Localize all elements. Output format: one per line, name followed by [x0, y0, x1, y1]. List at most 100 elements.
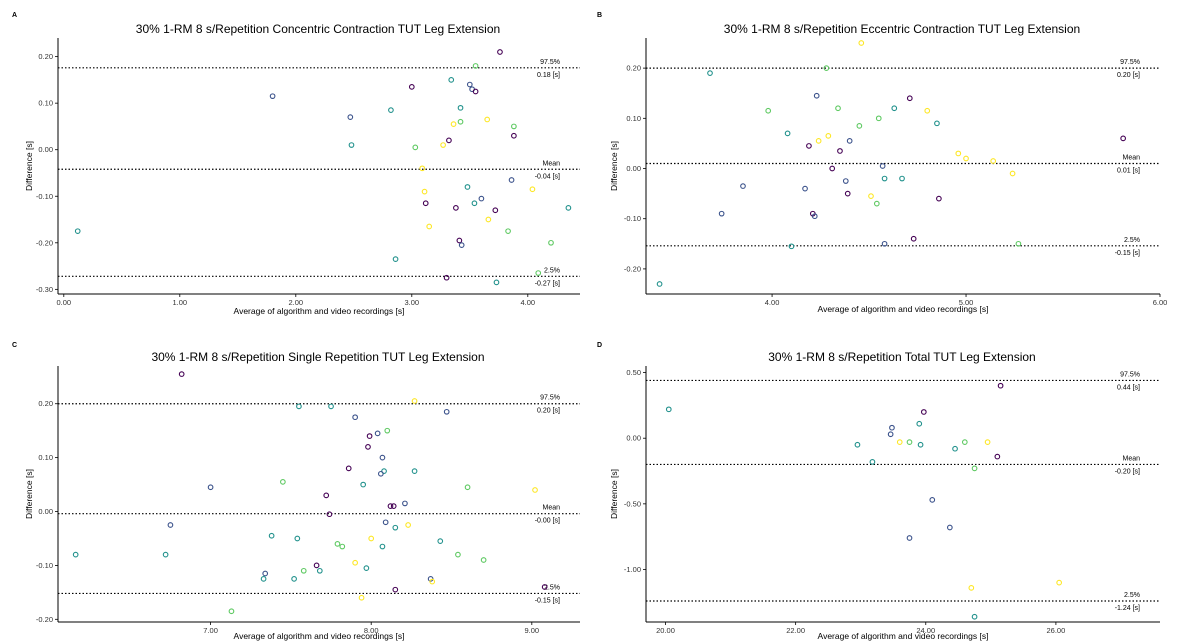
data-point: [450, 121, 457, 127]
data-point: [268, 532, 275, 539]
data-point: [429, 578, 436, 585]
y-axis-label: Difference [s]: [609, 469, 619, 519]
x-tick-label: 20.00: [656, 626, 675, 635]
data-point: [348, 142, 355, 148]
data-point: [497, 49, 503, 55]
data-point: [352, 559, 358, 566]
x-tick-label: 0.00: [56, 298, 71, 307]
data-point: [269, 93, 276, 100]
data-point: [440, 142, 446, 148]
data-point: [873, 200, 880, 207]
data-point: [802, 185, 808, 192]
reference-line-value: 0.20 [s]: [537, 408, 560, 415]
y-tick-label: -0.30: [36, 285, 53, 294]
data-point: [472, 63, 479, 69]
reference-line-value: 0.01 [s]: [1117, 167, 1140, 174]
data-point: [480, 557, 487, 563]
data-point: [300, 567, 307, 574]
chart-title: 30% 1-RM 8 s/Repetition Single Repetitio…: [151, 350, 484, 364]
data-point: [352, 414, 358, 421]
data-point: [823, 65, 830, 71]
x-tick-label: 22.00: [786, 626, 805, 635]
x-axis-label: Average of algorithm and video recording…: [818, 304, 989, 314]
y-tick-label: 0.20: [38, 399, 53, 408]
x-tick-label: 2.00: [288, 298, 303, 307]
data-point: [358, 594, 365, 601]
reference-line-name: 97.5%: [1120, 371, 1140, 378]
data-point: [291, 576, 297, 582]
data-point: [478, 195, 485, 202]
panel-letter: D: [597, 342, 602, 349]
data-point: [437, 538, 444, 545]
data-point: [535, 270, 542, 276]
data-point: [784, 130, 791, 137]
data-point: [511, 123, 517, 130]
y-tick-label: 0.00: [626, 164, 641, 173]
data-point: [485, 216, 492, 223]
x-tick-label: 8.00: [364, 626, 379, 635]
data-point: [868, 193, 874, 199]
data-point: [997, 382, 1004, 389]
data-point: [829, 165, 836, 172]
data-point: [412, 144, 419, 151]
data-point: [458, 242, 465, 248]
data-point: [854, 441, 861, 448]
x-axis-label: Average of algorithm and video recording…: [818, 631, 989, 641]
panel-b: B 30% 1-RM 8 s/Repetition Eccentric Contr…: [597, 12, 1167, 314]
data-point: [313, 562, 320, 569]
data-point: [366, 433, 373, 439]
data-point: [906, 439, 913, 445]
data-point: [426, 223, 433, 230]
data-point: [296, 403, 302, 410]
x-tick-label: 24.00: [916, 626, 935, 635]
data-point: [718, 210, 725, 217]
data-point: [875, 115, 882, 122]
data-point: [879, 163, 886, 169]
data-point: [379, 543, 386, 550]
data-point: [365, 443, 371, 450]
data-point: [707, 70, 713, 76]
data-point: [421, 188, 428, 195]
reference-line-name: 97.5%: [540, 59, 560, 66]
data-point: [167, 522, 174, 528]
data-point: [508, 177, 515, 183]
x-tick-label: 6.00: [1153, 298, 1168, 307]
data-point: [946, 524, 953, 531]
data-point: [881, 175, 888, 182]
data-point: [825, 133, 832, 139]
data-point: [811, 213, 818, 220]
data-point: [842, 178, 849, 184]
data-point: [665, 406, 672, 413]
panel-a: A 30% 1-RM 8 s/Repetition Concentric Cont…: [12, 12, 580, 316]
x-tick-label: 9.00: [525, 626, 540, 635]
data-point: [74, 228, 81, 235]
y-tick-label: 0.10: [38, 99, 53, 108]
data-point: [765, 107, 772, 114]
data-point: [472, 88, 479, 95]
chart-title: 30% 1-RM 8 s/Repetition Eccentric Contra…: [724, 22, 1080, 36]
data-point: [457, 104, 464, 111]
data-point: [961, 439, 968, 445]
data-point: [815, 138, 822, 144]
data-point: [929, 497, 936, 503]
data-point: [906, 95, 913, 102]
y-tick-label: -0.50: [624, 499, 641, 508]
reference-line-value: 0.20 [s]: [1117, 72, 1140, 79]
x-tick-label: 1.00: [172, 298, 187, 307]
data-point: [466, 81, 473, 88]
y-tick-label: -0.20: [36, 615, 53, 624]
data-point: [952, 445, 958, 452]
data-point: [1056, 579, 1063, 586]
data-point: [844, 190, 851, 197]
data-point: [656, 281, 663, 287]
data-point: [456, 237, 463, 244]
data-point: [419, 165, 426, 172]
x-tick-label: 4.00: [520, 298, 535, 307]
data-point: [484, 116, 491, 123]
y-tick-label: 0.10: [626, 114, 641, 123]
reference-line-value: -0.15 [s]: [1115, 250, 1140, 257]
panel-letter: A: [12, 12, 17, 19]
data-point: [334, 541, 341, 547]
